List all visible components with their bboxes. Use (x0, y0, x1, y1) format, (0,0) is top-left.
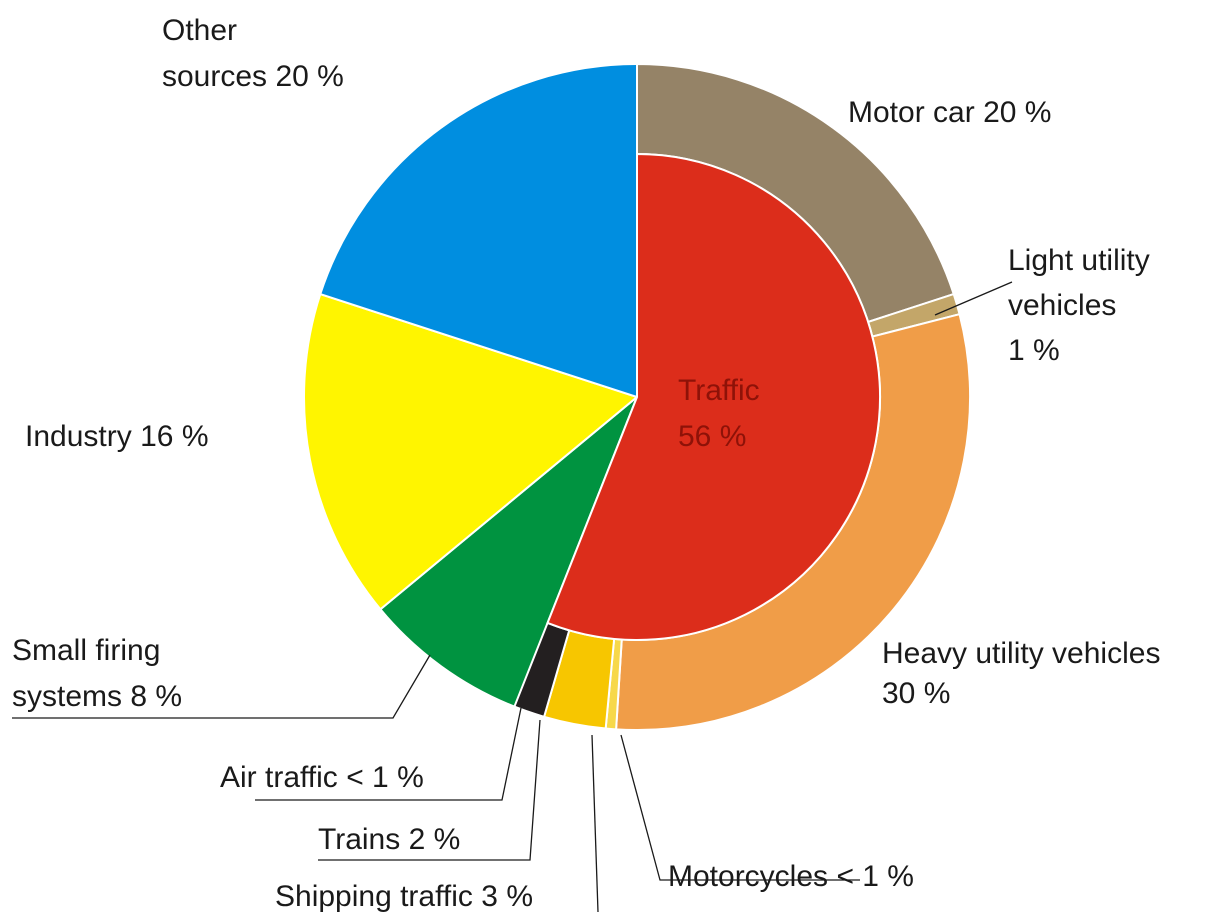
value-label: < 1 % (346, 761, 424, 794)
label-name: Air traffic (220, 761, 338, 794)
slice-label: Trains 2 % (318, 817, 460, 863)
value-label: 56 % (678, 420, 747, 453)
slice-label: Light utility vehicles 1 % (1008, 238, 1150, 373)
value-label: 8 % (130, 680, 183, 713)
label-name: Traffic (678, 374, 760, 407)
value-label: 2 % (408, 823, 461, 856)
slice-label: Heavy utility vehicles 30 % (882, 634, 1160, 714)
slice-label: Other sources 20 % (162, 8, 344, 100)
value-label: 20 % (983, 96, 1052, 129)
label-name: Heavy utility vehicles (882, 637, 1161, 670)
leader-line (591, 734, 599, 913)
leader-line (318, 719, 541, 861)
value-label: < 1 % (836, 860, 914, 893)
slice-label: Motor car 20 % (848, 90, 1051, 136)
label-name: Small firing systems (12, 634, 161, 713)
slice-label: Small firing systems 8 % (12, 628, 182, 720)
pie-slice (546, 152, 881, 641)
label-name: Motorcycles (668, 860, 829, 893)
value-label: 3 % (481, 880, 533, 913)
leader-line (934, 281, 1013, 316)
value-label: 20 % (275, 60, 344, 93)
value-label: 16 % (140, 420, 209, 453)
label-name: Shipping traffic (275, 880, 473, 913)
slice-label: Industry 16 % (25, 414, 209, 460)
pie-slice (379, 396, 638, 708)
leader-line (255, 707, 522, 801)
slice-label: Air traffic < 1 % (220, 755, 424, 801)
pie-slice (319, 62, 638, 399)
slice-label: Shipping traffic 3 % (275, 874, 533, 920)
label-name: Other sources (162, 14, 268, 93)
label-name: Industry (25, 420, 132, 453)
pie-slice (303, 292, 640, 611)
value-label: 1 % (1008, 334, 1060, 367)
slice-label: Traffic 56 % (678, 368, 760, 460)
label-name: Trains (318, 823, 401, 856)
label-name: Motor car (848, 96, 975, 129)
leader-line (12, 654, 431, 719)
slice-label: Motorcycles < 1 % (668, 854, 914, 900)
value-label: 30 % (882, 677, 951, 710)
leader-lines (12, 281, 1013, 913)
label-name: Light utility vehicles (1008, 244, 1150, 322)
leader-line (620, 734, 860, 881)
